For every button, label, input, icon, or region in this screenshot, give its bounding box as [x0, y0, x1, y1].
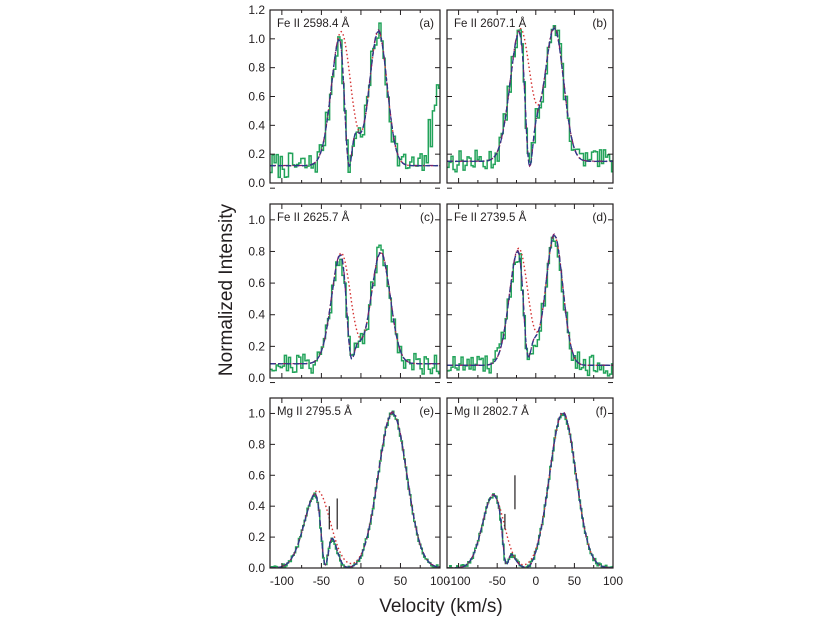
x-tick-label: 50	[568, 574, 582, 588]
y-tick-label: 0.0	[248, 371, 265, 385]
y-tick-label: 0.6	[248, 276, 265, 290]
y-tick-label: 0.4	[248, 118, 265, 132]
panel-d: Fe II 2739.5 Å (d)	[446, 187, 614, 379]
panel-letter: (c)	[420, 210, 434, 224]
y-tick-label: 0.6	[248, 468, 265, 482]
plot-area	[270, 410, 440, 568]
model-fit-curve	[270, 252, 440, 365]
y-tick-label: 0.6	[248, 90, 265, 104]
x-tick-label: -100	[447, 574, 471, 588]
x-tick-label: 0	[358, 574, 365, 588]
plot-area	[447, 25, 613, 173]
model-fit-curve	[447, 27, 613, 168]
y-tick-label: 1.2	[248, 3, 265, 17]
panel-letter: (b)	[592, 16, 607, 30]
panel-letter: (e)	[419, 404, 434, 418]
panel-b: Fe II 2607.1 Å (b)	[446, 9, 614, 184]
plot-area	[270, 244, 440, 375]
observed-spectrum	[270, 22, 440, 179]
y-tick-label: 0.2	[248, 339, 265, 353]
panel-frame	[269, 397, 441, 569]
y-tick-label: 0.8	[248, 244, 265, 258]
panel-f: -100 -50 0 50 100 Mg II 2802.7 Å (f)	[446, 382, 623, 588]
panel-title: Fe II 2598.4 Å	[277, 17, 350, 30]
y-tick-label: 1.0	[248, 213, 265, 227]
panel-c: 0.0 0.2 0.4 0.6 0.8 1.0 Fe II 2625.7 Å (c)	[248, 187, 441, 385]
y-tick-label: 0.2	[248, 530, 265, 544]
x-tick-label: -50	[489, 574, 507, 588]
panel-letter: (f)	[596, 404, 607, 418]
model-unabsorbed-curve	[270, 412, 440, 568]
y-tick-label: 0.0	[248, 176, 265, 190]
y-tick-label: 0.8	[248, 61, 265, 75]
panel-title: Fe II 2625.7 Å	[277, 211, 350, 224]
plot-area	[447, 233, 613, 377]
observed-spectrum	[270, 410, 440, 568]
panel-letter: (d)	[592, 210, 607, 224]
y-tick-label: 0.2	[248, 147, 265, 161]
panel-frame	[269, 203, 441, 379]
plot-area	[447, 411, 613, 568]
x-tick-label: -50	[313, 574, 331, 588]
model-alt-curve	[447, 233, 613, 366]
plot-area	[270, 22, 440, 179]
observed-spectrum	[447, 25, 613, 173]
model-alt-curve	[447, 26, 613, 168]
panel-letter: (a)	[419, 16, 434, 30]
model-fit-curve	[270, 412, 440, 568]
x-tick-label: 100	[603, 574, 623, 588]
model-fit-curve	[447, 234, 613, 366]
y-tick-label: 0.0	[248, 561, 265, 575]
model-unabsorbed-curve	[447, 27, 613, 163]
panel-title: Fe II 2607.1 Å	[454, 17, 527, 30]
y-tick-label: 0.4	[248, 499, 265, 513]
panel-title: Mg II 2802.7 Å	[454, 405, 529, 418]
model-fit-curve	[270, 30, 440, 168]
model-alt-curve	[270, 411, 440, 568]
panel-title: Mg II 2795.5 Å	[277, 405, 352, 418]
y-tick-label: 0.4	[248, 308, 265, 322]
x-tick-label: 0	[532, 574, 539, 588]
y-axis-label: Normalized Intensity	[216, 203, 237, 376]
panel-title: Fe II 2739.5 Å	[454, 211, 527, 224]
panel-frame	[446, 203, 614, 379]
x-tick-label: -100	[270, 574, 294, 588]
observed-spectrum	[270, 244, 440, 375]
y-tick-label: 1.0	[248, 32, 265, 46]
x-axis-label: Velocity (km/s)	[379, 596, 503, 617]
model-unabsorbed-curve	[447, 234, 613, 366]
x-tick-label: 50	[394, 574, 408, 588]
x-tick-label: 100	[430, 574, 450, 588]
model-fit-curve	[447, 412, 613, 568]
y-tick-label: 1.0	[248, 406, 265, 420]
panel-a: 0.0 0.2 0.4 0.6 0.8 1.0 1.2 Fe II 2598.4 Å (a)	[248, 3, 441, 190]
panel-e: 0.0 0.2 0.4 0.6 0.8 1.0 -100 -50 0 50 100 Mg II 279…	[248, 382, 450, 588]
panel-frame	[446, 397, 614, 569]
y-tick-label: 0.8	[248, 437, 265, 451]
